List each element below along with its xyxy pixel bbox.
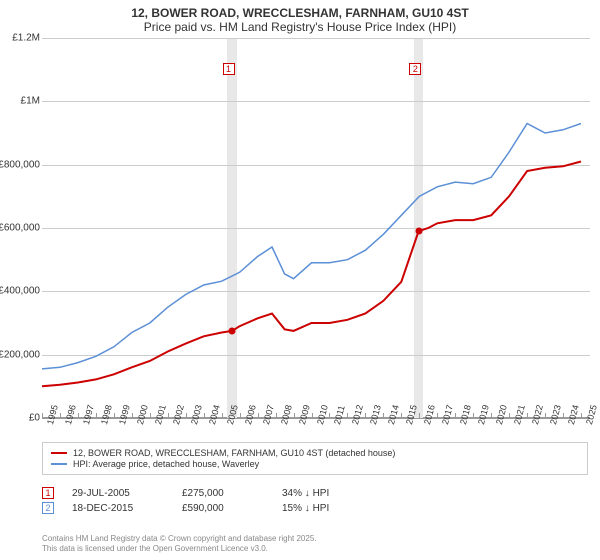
series-price_paid	[42, 162, 581, 387]
marker-table-row: 1 29-JUL-2005£275,00034% ↓ HPI	[42, 487, 392, 499]
marker-table: 1 29-JUL-2005£275,00034% ↓ HPI 2 18-DEC-201…	[42, 484, 392, 517]
footer-line2: This data is licensed under the Open Gov…	[42, 544, 317, 554]
marker-pct: 15% ↓ HPI	[282, 503, 392, 514]
chart-area: 1995199619971998199920002001200220032004…	[42, 38, 590, 418]
chart-lines	[42, 38, 590, 418]
y-axis-label: £800,000	[0, 159, 40, 170]
legend-label: HPI: Average price, detached house, Wave…	[73, 459, 259, 469]
legend-swatch	[51, 452, 67, 454]
marker-date: 29-JUL-2005	[72, 488, 182, 499]
marker-dot	[229, 327, 236, 334]
footer-text: Contains HM Land Registry data © Crown c…	[42, 534, 317, 553]
marker-table-id: 2	[42, 502, 54, 514]
title-line2: Price paid vs. HM Land Registry's House …	[0, 20, 600, 34]
marker-label: 1	[223, 63, 235, 75]
footer-line1: Contains HM Land Registry data © Crown c…	[42, 534, 317, 544]
y-axis-label: £1M	[21, 96, 40, 107]
y-axis-label: £200,000	[0, 349, 40, 360]
marker-price: £275,000	[182, 488, 282, 499]
marker-price: £590,000	[182, 503, 282, 514]
marker-table-row: 2 18-DEC-2015£590,00015% ↓ HPI	[42, 502, 392, 514]
marker-pct: 34% ↓ HPI	[282, 488, 392, 499]
marker-date: 18-DEC-2015	[72, 503, 182, 514]
series-hpi	[42, 124, 581, 369]
legend-item: HPI: Average price, detached house, Wave…	[51, 459, 579, 469]
legend-swatch	[51, 463, 67, 465]
y-axis-label: £0	[29, 413, 40, 424]
legend-label: 12, BOWER ROAD, WRECCLESHAM, FARNHAM, GU…	[73, 448, 395, 458]
marker-label: 2	[409, 63, 421, 75]
legend: 12, BOWER ROAD, WRECCLESHAM, FARNHAM, GU…	[42, 442, 588, 475]
y-axis-label: £400,000	[0, 286, 40, 297]
marker-table-id: 1	[42, 487, 54, 499]
y-axis-label: £600,000	[0, 223, 40, 234]
legend-item: 12, BOWER ROAD, WRECCLESHAM, FARNHAM, GU…	[51, 448, 579, 458]
title-line1: 12, BOWER ROAD, WRECCLESHAM, FARNHAM, GU…	[0, 6, 600, 20]
marker-dot	[415, 228, 422, 235]
y-axis-label: £1.2M	[12, 33, 40, 44]
